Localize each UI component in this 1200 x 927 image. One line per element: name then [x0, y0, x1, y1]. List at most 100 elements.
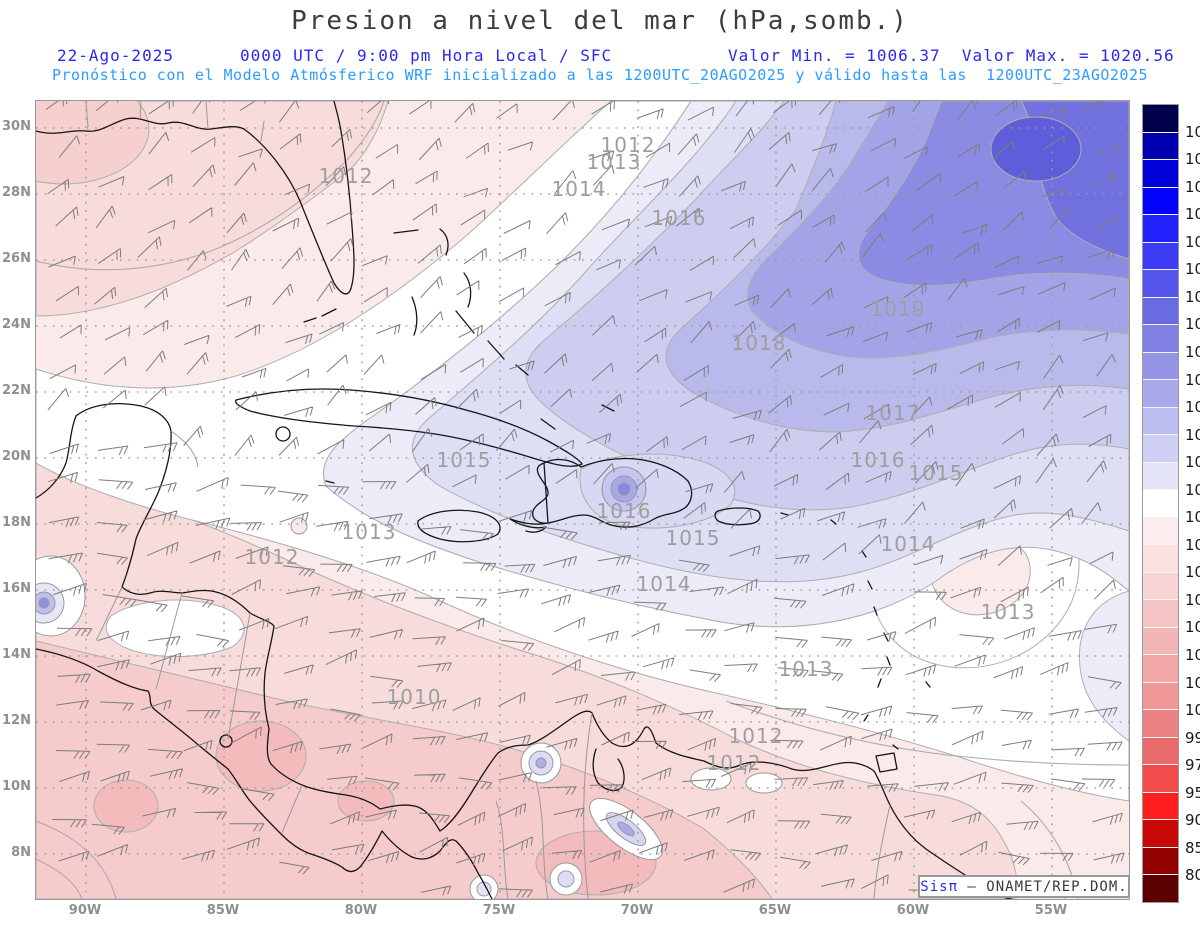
colorbar-segment — [1143, 682, 1178, 711]
colorbar-label: 1022 — [1185, 287, 1200, 306]
lon-tick-label: 80W — [344, 903, 378, 918]
colorbar-label: 1006 — [1185, 618, 1200, 637]
lon-tick-label: 85W — [206, 903, 240, 918]
colorbar-label: 1025 — [1185, 260, 1200, 279]
colorbar-segment — [1143, 737, 1178, 766]
lon-tick-label: 55W — [1034, 903, 1068, 918]
colorbar-label: 990 — [1185, 728, 1200, 747]
colorbar-label: 1016 — [1185, 425, 1200, 444]
lon-tick-label: 70W — [620, 903, 654, 918]
colorbar-segment — [1143, 572, 1178, 601]
contour-label: 1010 — [386, 685, 442, 709]
contour-label: 1014 — [636, 572, 692, 596]
colorbar-segment — [1143, 105, 1178, 133]
colorbar-segment — [1143, 820, 1178, 848]
lat-tick-label: 30N — [2, 119, 31, 134]
contour-label: 1017 — [865, 401, 921, 425]
contour-label: 1012 — [728, 724, 784, 748]
colorbar-label: 800 — [1185, 866, 1200, 885]
pressure-fill-layer — [36, 101, 1129, 899]
colorbar-label: 1030 — [1185, 205, 1200, 224]
onamet-badge: Sisπ – ONAMET/REP.DOM. — [918, 875, 1130, 898]
colorbar-segment — [1143, 407, 1178, 436]
contour-label: 1013 — [778, 657, 834, 681]
colorbar-segment — [1143, 765, 1178, 793]
colorbar-segment — [1143, 132, 1178, 161]
colorbar-segment — [1143, 325, 1178, 353]
contour-label: 1012 — [706, 751, 762, 775]
colorbar-segment — [1143, 490, 1178, 518]
colorbar-label: 1013 — [1185, 508, 1200, 527]
contour-label: 1015 — [665, 526, 721, 550]
colorbar-label: 1002 — [1185, 673, 1200, 692]
badge-text: – ONAMET/REP.DOM. — [958, 878, 1128, 895]
colorbar-segment — [1143, 160, 1178, 188]
lon-tick-label: 60W — [896, 903, 930, 918]
wind-barbs-layer — [45, 101, 1125, 899]
colorbar-segment — [1143, 380, 1178, 408]
colorbar-label: 1050 — [1185, 122, 1200, 141]
contour-label: 1013 — [980, 600, 1036, 624]
lat-tick-label: 28N — [2, 185, 31, 200]
colorbar-segment — [1143, 517, 1178, 546]
colorbar-label: 970 — [1185, 756, 1200, 775]
colorbar-label: 1017 — [1185, 398, 1200, 417]
colorbar-segment — [1143, 352, 1178, 381]
closed-contour-artifacts — [36, 517, 783, 899]
colorbar-segment — [1143, 187, 1178, 216]
colorbar-label: 950 — [1185, 783, 1200, 802]
contour-label: 1016 — [596, 499, 652, 523]
colorbar-label: 1014 — [1185, 480, 1200, 499]
contour-label: 1013 — [586, 150, 642, 174]
colorbar-label: 1019 — [1185, 342, 1200, 361]
subtitle-model-validity: Pronóstico con el Modelo Atmósferico WRF… — [51, 66, 1149, 84]
lat-tick-label: 12N — [2, 713, 31, 728]
pressure-colorbar — [1142, 104, 1179, 903]
lon-tick-label: 75W — [482, 903, 516, 918]
lat-tick-label: 26N — [2, 251, 31, 266]
colorbar-label: 1018 — [1185, 370, 1200, 389]
lat-tick-label: 20N — [2, 449, 31, 464]
colorbar-label: 1015 — [1185, 453, 1200, 472]
colorbar-segment — [1143, 847, 1178, 876]
contour-label: 1014 — [880, 532, 936, 556]
subtitle-date: 22-Ago-2025 — [57, 46, 174, 65]
colorbar-label: 1020 — [1185, 315, 1200, 334]
pressure-field-svg — [36, 101, 1129, 899]
lon-tick-label: 90W — [68, 903, 102, 918]
subtitle-minmax: Valor Min. = 1006.37 Valor Max. = 1020.5… — [728, 46, 1175, 65]
colorbar-label: 1008 — [1185, 590, 1200, 609]
pressure-map-canvas: 1012 1012 1013 1014 1016 1018 1019 1017 1016 1015… — [35, 100, 1130, 900]
contour-label: 1015 — [908, 461, 964, 485]
colorbar-segment — [1143, 297, 1178, 326]
colorbar-label: 850 — [1185, 838, 1200, 857]
contour-label: 1016 — [651, 206, 707, 230]
colorbar-segment — [1143, 215, 1178, 243]
colorbar-segment — [1143, 435, 1178, 463]
colorbar-label: 1035 — [1185, 177, 1200, 196]
lat-tick-label: 16N — [2, 581, 31, 596]
contour-label: 1012 — [244, 545, 300, 569]
colorbar-segment — [1143, 875, 1178, 902]
colorbar-label: 1040 — [1185, 150, 1200, 169]
colorbar-segment — [1143, 627, 1178, 656]
colorbar-label: 1028 — [1185, 232, 1200, 251]
colorbar-label: 900 — [1185, 811, 1200, 830]
colorbar-segment — [1143, 792, 1178, 821]
contour-label: 1012 — [318, 164, 374, 188]
subtitle-time: 0000 UTC / 9:00 pm Hora Local / SFC — [240, 46, 613, 65]
colorbar-label: 1000 — [1185, 701, 1200, 720]
country-borders-layer — [85, 101, 891, 899]
colorbar-segment — [1143, 242, 1178, 271]
lat-tick-label: 18N — [2, 515, 31, 530]
contour-label: 1019 — [870, 297, 926, 321]
lat-tick-label: 14N — [2, 647, 31, 662]
contour-label: 1018 — [731, 331, 787, 355]
colorbar-segment — [1143, 462, 1178, 491]
page-title: Presion a nivel del mar (hPa,somb.) — [291, 6, 909, 36]
lat-tick-label: 24N — [2, 317, 31, 332]
colorbar-label: 1012 — [1185, 535, 1200, 554]
contour-label: 1014 — [551, 177, 607, 201]
badge-brand: Sisπ — [920, 878, 958, 895]
